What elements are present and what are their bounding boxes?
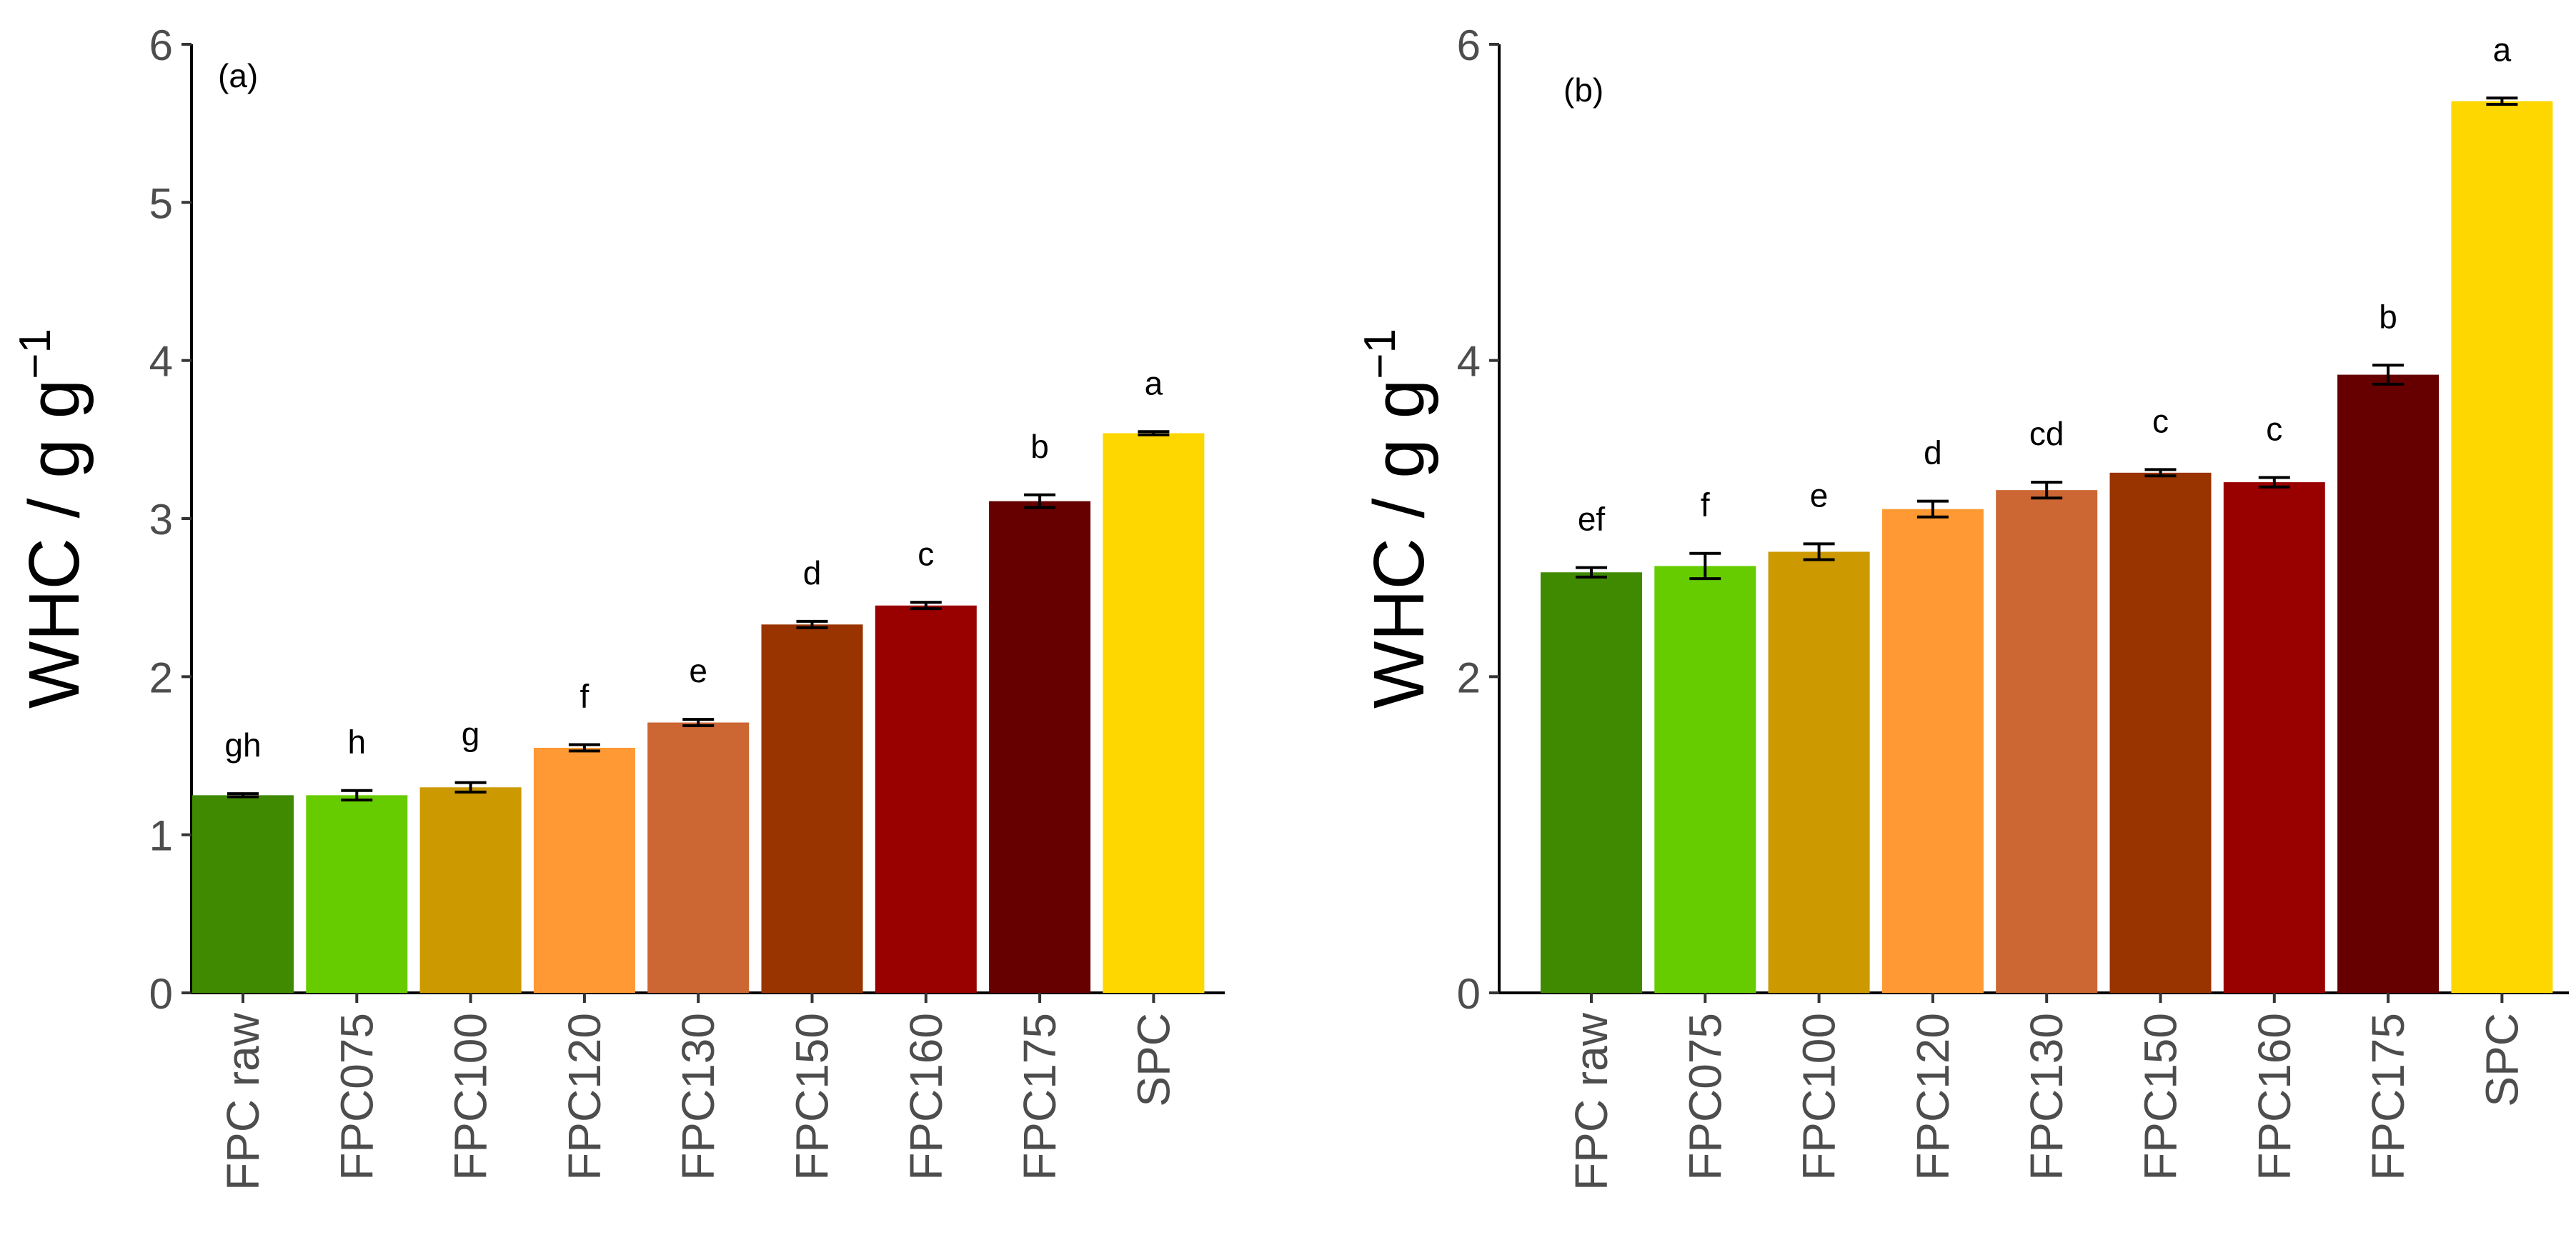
panel-a-error-bar bbox=[910, 601, 942, 611]
panel-b-y-tick-label: 6 bbox=[1457, 21, 1481, 69]
panel-a-category-label: FPC175 bbox=[1014, 1013, 1065, 1181]
panel-b-category-label: SPC bbox=[2476, 1013, 2527, 1107]
panel-a-category-label: FPC100 bbox=[445, 1013, 497, 1181]
panel-a-bar bbox=[419, 787, 522, 993]
panel-b-bar bbox=[1541, 572, 1642, 993]
panel-a-panel-label: (a) bbox=[218, 57, 258, 94]
panel-b-y-axis-title: WHC / g g−1 bbox=[1356, 329, 1439, 709]
panel-b-significance-label: e bbox=[1810, 476, 1829, 514]
panel-b-bar bbox=[2109, 472, 2212, 993]
panel-b-y-tick-label: 4 bbox=[1457, 338, 1481, 386]
panel-b-category-label: FPC raw bbox=[1566, 1012, 1617, 1191]
panel-a-chart: 0 1 2 3 4 5 6 gh FPC raw h FPC075 g FPC100 f FPC120 e FP… bbox=[11, 21, 1225, 1191]
panel-b-y-tick-label: 2 bbox=[1457, 654, 1481, 701]
panel-a-y-tick-label: 0 bbox=[149, 970, 173, 1018]
panel-a-error-bar bbox=[1138, 430, 1170, 436]
panel-a-bar bbox=[989, 501, 1091, 993]
panel-b-error-bar bbox=[2031, 481, 2063, 500]
panel-b-error-bar bbox=[1803, 542, 1835, 561]
panel-b-significance-label: ef bbox=[1578, 501, 1606, 538]
panel-a-category-label: FPC150 bbox=[787, 1013, 838, 1181]
panel-b-category-label: FPC160 bbox=[2249, 1013, 2300, 1181]
panel-a-y-tick-label: 5 bbox=[149, 179, 173, 227]
panel-a-error-bar bbox=[1024, 493, 1056, 509]
panel-a-error-bar bbox=[682, 718, 715, 727]
panel-a-bar bbox=[192, 795, 294, 993]
panel-b-significance-label: d bbox=[1924, 434, 1942, 471]
panel-b-category-label: FPC100 bbox=[1794, 1013, 1845, 1181]
panel-b-significance-label: b bbox=[2379, 298, 2397, 335]
panel-b-significance-label: a bbox=[2493, 31, 2512, 68]
panel-a-error-bar bbox=[568, 743, 600, 753]
panel-b-chart: 0 2 4 6 ef FPC raw f FPC075 e FPC100 d FPC120 cd FPC1… bbox=[1356, 21, 2569, 1191]
panel-a-significance-label: g bbox=[462, 716, 480, 753]
panel-a-significance-label: e bbox=[689, 652, 707, 689]
panel-b-error-bar bbox=[2486, 96, 2518, 106]
panel-a-category-label: FPC raw bbox=[217, 1012, 269, 1191]
panel-b-error-bar bbox=[2144, 468, 2177, 478]
panel-a-category-label: FPC075 bbox=[331, 1013, 382, 1181]
panel-b-bar bbox=[1654, 566, 1756, 993]
panel-b-significance-label: c bbox=[2152, 402, 2169, 439]
panel-b-error-bar bbox=[1689, 551, 1721, 581]
panel-a-error-bar bbox=[341, 789, 373, 801]
panel-a-category-label: FPC120 bbox=[559, 1013, 610, 1181]
panel-a-bar bbox=[761, 624, 863, 993]
panel-a-significance-label: a bbox=[1145, 364, 1163, 401]
panel-a-significance-label: h bbox=[348, 724, 367, 761]
panel-b-error-bar bbox=[2372, 364, 2405, 386]
panel-b-category-label: FPC175 bbox=[2362, 1013, 2414, 1181]
panel-b-bar bbox=[2337, 374, 2440, 993]
panel-a-error-bar bbox=[454, 781, 487, 794]
panel-a-bar bbox=[1103, 433, 1205, 993]
panel-a-bar bbox=[533, 747, 635, 993]
panel-b-category-label: FPC120 bbox=[1907, 1013, 1959, 1181]
panel-a-significance-label: f bbox=[580, 678, 590, 715]
panel-b-category-label: FPC130 bbox=[2021, 1013, 2072, 1181]
panel-b-bar bbox=[2223, 482, 2325, 993]
panel-b-error-bar bbox=[1576, 566, 1607, 579]
panel-b-bar bbox=[2451, 101, 2553, 994]
panel-a-error-bar bbox=[227, 792, 259, 799]
panel-b-y-tick-label: 0 bbox=[1457, 970, 1481, 1018]
panel-a-significance-label: c bbox=[917, 535, 934, 572]
panel-a-y-tick-label: 4 bbox=[149, 338, 173, 386]
panel-a-category-label: FPC160 bbox=[900, 1013, 952, 1181]
panel-b-bar bbox=[1996, 490, 2098, 993]
panel-a-significance-label: d bbox=[803, 554, 822, 591]
panel-a-significance-label: b bbox=[1030, 428, 1049, 465]
panel-a-bar bbox=[875, 605, 977, 993]
panel-a-bar bbox=[647, 722, 750, 993]
panel-b-significance-label: c bbox=[2266, 410, 2282, 447]
panel-b-significance-label: f bbox=[1701, 486, 1710, 524]
panel-a-bar bbox=[306, 795, 408, 993]
panel-a-y-tick-label: 2 bbox=[149, 654, 173, 701]
panel-b-panel-label: (b) bbox=[1563, 71, 1603, 109]
panel-a-significance-label: gh bbox=[224, 726, 261, 764]
panel-a-category-label: SPC bbox=[1128, 1013, 1179, 1107]
panel-b-category-label: FPC075 bbox=[1679, 1013, 1731, 1181]
panel-b-error-bar bbox=[2258, 476, 2290, 489]
panel-a-y-tick-label: 3 bbox=[149, 496, 173, 544]
panel-b-error-bar bbox=[1916, 499, 1949, 519]
panel-b-significance-label: cd bbox=[2029, 415, 2064, 452]
panel-a-category-label: FPC130 bbox=[672, 1013, 724, 1181]
panel-a-error-bar bbox=[796, 619, 828, 629]
panel-b-bar bbox=[1881, 509, 1984, 993]
panel-a-y-tick-label: 1 bbox=[149, 812, 173, 860]
panel-a-y-axis-title: WHC / g g−1 bbox=[11, 329, 94, 709]
panel-a-y-tick-label: 6 bbox=[149, 21, 173, 69]
panel-b-category-label: FPC150 bbox=[2135, 1013, 2187, 1181]
panel-b-bar bbox=[1768, 551, 1870, 993]
